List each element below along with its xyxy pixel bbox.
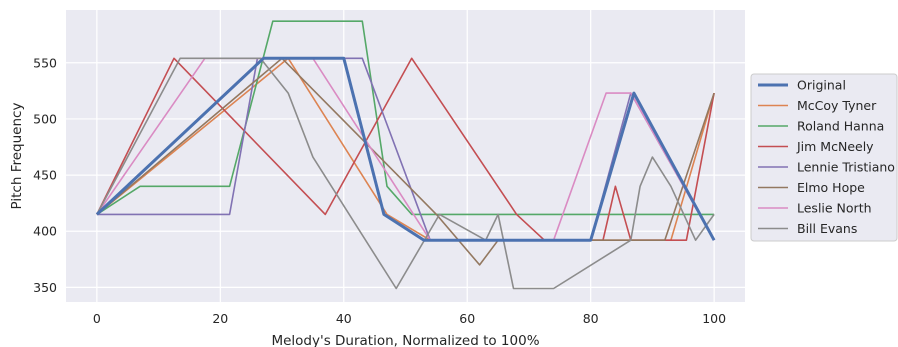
series-line [96, 20, 715, 216]
series-line [96, 57, 715, 290]
legend: Original McCoy Tyner Roland Hanna Jim McNee… [750, 73, 898, 242]
tick-labels: 0 20 40 60 80 100 350 400 450 500 550 [33, 55, 726, 326]
series-lines [95, 20, 716, 290]
legend-frame [750, 73, 898, 242]
legend-label: Lennie Tristiano [797, 160, 895, 175]
legend-label: Leslie North [797, 201, 872, 216]
series-line [95, 56, 716, 242]
x-axis-title: Melody's Duration, Normalized to 100% [271, 333, 539, 347]
x-tick-label: 60 [459, 311, 475, 326]
legend-label: Original [797, 78, 846, 93]
y-tick-label: 350 [33, 280, 57, 295]
y-axis-title: Pitch Frequency [9, 103, 25, 210]
y-tick-label: 450 [33, 168, 57, 183]
y-tick-label: 400 [33, 224, 57, 239]
x-tick-label: 100 [702, 311, 726, 326]
legend-label: Jim McNeely [796, 139, 874, 154]
legend-label: Elmo Hope [797, 180, 865, 195]
x-tick-label: 80 [583, 311, 599, 326]
legend-label: Roland Hanna [797, 119, 884, 134]
y-tick-label: 550 [33, 55, 57, 70]
x-tick-label: 40 [336, 311, 352, 326]
x-tick-label: 0 [93, 311, 101, 326]
y-tick-label: 500 [33, 111, 57, 126]
series-line [96, 57, 715, 266]
legend-label: McCoy Tyner [797, 98, 877, 113]
x-tick-label: 20 [212, 311, 228, 326]
legend-label: Bill Evans [797, 221, 857, 236]
